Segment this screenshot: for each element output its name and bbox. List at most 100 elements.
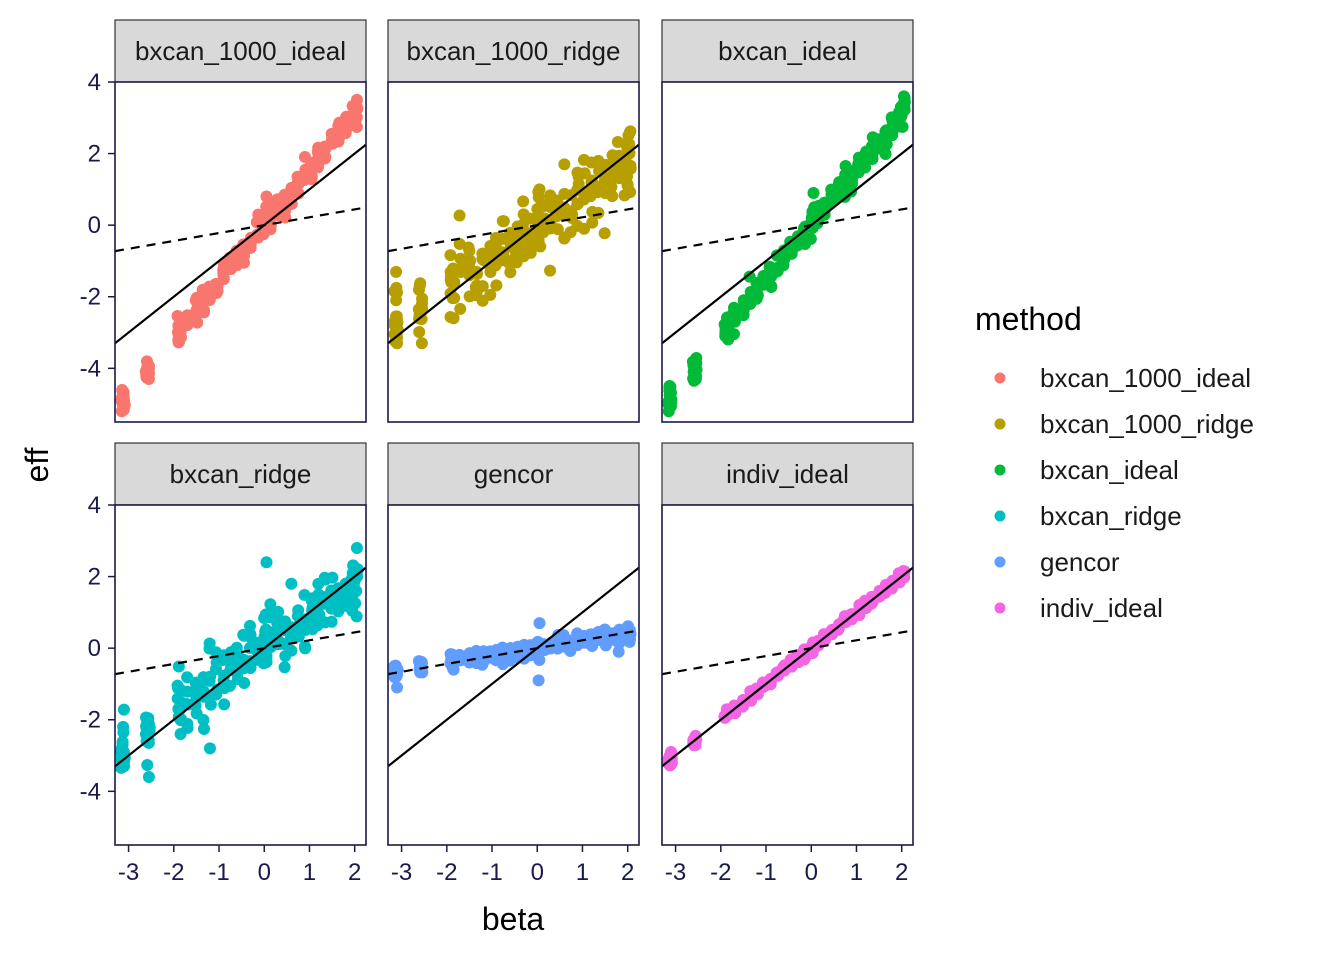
data-point: [244, 631, 257, 644]
x-axis-title: beta: [482, 901, 544, 937]
data-point: [181, 313, 194, 326]
data-point: [807, 186, 820, 199]
x-tick-label: 0: [258, 859, 271, 886]
data-point: [197, 722, 210, 735]
data-point: [260, 556, 273, 569]
data-point: [350, 93, 363, 106]
panel-border: [114, 81, 367, 423]
data-point: [326, 571, 339, 584]
data-point: [544, 264, 557, 277]
data-point: [271, 201, 284, 214]
x-tick-label: 1: [850, 859, 863, 886]
panel-border: [114, 504, 367, 846]
data-point: [445, 276, 458, 289]
y-tick-label: 4: [88, 492, 101, 519]
data-point: [664, 399, 677, 412]
data-point: [873, 133, 886, 146]
facet-strip-label: bxcan_1000_ideal: [135, 36, 346, 66]
data-point: [778, 251, 791, 264]
data-point: [203, 742, 216, 755]
legend-label: bxcan_ridge: [1040, 501, 1182, 531]
legend-label: gencor: [1040, 547, 1120, 577]
dashed-reference-line: [115, 206, 366, 253]
data-point: [348, 563, 361, 576]
data-point: [326, 599, 339, 612]
data-point: [415, 337, 428, 350]
data-point: [896, 120, 909, 133]
data-point: [578, 222, 591, 235]
data-point: [476, 649, 489, 662]
facet-strip-label: bxcan_ridge: [170, 459, 312, 489]
data-point: [117, 399, 130, 412]
data-point: [142, 771, 155, 783]
data-point: [285, 644, 298, 657]
data-point: [260, 190, 273, 203]
data-point: [571, 197, 584, 210]
data-point: [533, 653, 546, 666]
data-point: [533, 183, 546, 196]
data-point: [765, 280, 778, 293]
dashed-reference-line: [115, 629, 366, 676]
data-point: [534, 240, 547, 253]
y-axis-title: eff: [19, 447, 55, 482]
data-point: [181, 685, 194, 698]
x-tick-label: -2: [436, 859, 457, 886]
data-point: [143, 721, 156, 734]
facet-strip: [661, 442, 914, 506]
data-point: [663, 379, 676, 392]
dashed-reference-line: [662, 206, 913, 253]
solid-reference-line: [662, 143, 913, 345]
data-point: [312, 151, 325, 164]
data-point: [737, 308, 750, 321]
data-point: [299, 642, 312, 655]
data-point: [845, 169, 858, 182]
data-point: [791, 233, 804, 246]
y-tick-label: -2: [80, 284, 101, 311]
x-tick-label: 2: [895, 859, 908, 886]
data-point: [544, 201, 557, 214]
solid-reference-line: [662, 566, 913, 768]
data-point: [624, 633, 637, 646]
data-point: [141, 758, 154, 771]
facet-strip: [387, 19, 640, 83]
legend-label: indiv_ideal: [1040, 593, 1163, 623]
panel-border: [387, 81, 640, 423]
data-point: [391, 337, 404, 350]
data-point: [818, 201, 831, 214]
data-point: [388, 660, 401, 673]
solid-reference-line: [115, 143, 366, 345]
data-point: [551, 223, 564, 236]
data-point: [349, 597, 362, 610]
data-point: [859, 151, 872, 164]
data-point: [531, 212, 544, 224]
facet-strip-label: bxcan_ideal: [718, 36, 857, 66]
data-point: [464, 254, 477, 267]
data-point: [612, 165, 625, 178]
legend-key: [994, 464, 1006, 476]
data-point: [181, 671, 194, 684]
data-point: [271, 624, 284, 637]
data-point: [174, 326, 187, 339]
legend-key: [994, 372, 1006, 384]
data-point: [298, 617, 311, 630]
data-point: [142, 712, 155, 725]
facet-strip-label: indiv_ideal: [726, 459, 849, 489]
y-tick-label: -2: [80, 707, 101, 734]
data-point: [612, 645, 625, 658]
data-point: [504, 266, 517, 279]
data-point: [203, 290, 216, 303]
data-point: [689, 373, 702, 386]
solid-reference-line: [388, 566, 639, 768]
x-tick-label: 1: [576, 859, 589, 886]
data-point: [476, 247, 489, 260]
x-tick-label: 1: [303, 859, 316, 886]
data-point: [142, 373, 155, 386]
data-point: [447, 312, 460, 325]
data-point: [497, 215, 510, 228]
data-point: [339, 115, 352, 128]
data-point: [845, 185, 858, 198]
facet-strip: [114, 19, 367, 83]
data-point: [621, 158, 634, 171]
data-point: [350, 120, 363, 133]
data-point: [260, 656, 273, 669]
